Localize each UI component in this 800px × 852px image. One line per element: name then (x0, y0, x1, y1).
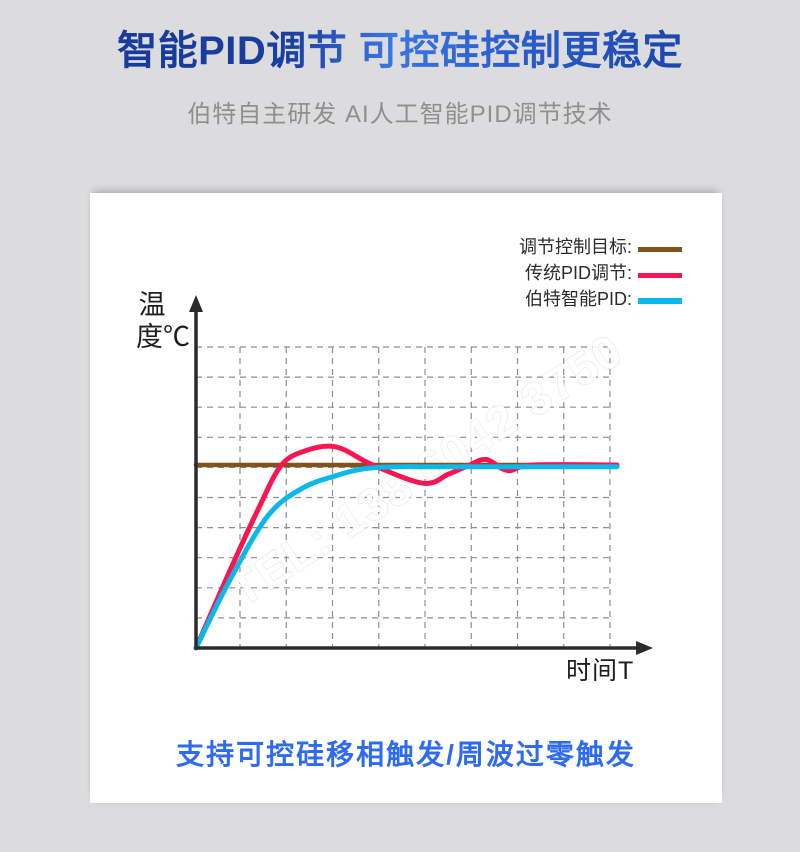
chart-axes (189, 295, 653, 655)
chart-series (193, 443, 620, 651)
page-subtitle: 伯特自主研发 AI人工智能PID调节技术 (187, 101, 613, 128)
page-title: 智能PID调节 可控硅控制更稳定 (0, 26, 800, 76)
legend-label-smart-pid: 伯特智能PID: (524, 289, 632, 309)
x-axis-arrow-icon (636, 641, 653, 655)
page: 智能PID调节 可控硅控制更稳定 伯特自主研发 AI人工智能PID调节技术 TE… (0, 0, 800, 803)
y-axis-label: 温度℃ (136, 290, 190, 352)
legend-color-line-traditional-pid (638, 272, 682, 278)
legend-item-target: 调节控制目标: (519, 233, 682, 259)
header: 智能PID调节 可控硅控制更稳定 伯特自主研发 AI人工智能PID调节技术 (0, 0, 800, 129)
series-smart-pid (193, 464, 620, 651)
legend-item-smart-pid: 伯特智能PID: (519, 285, 682, 311)
series-traditional-pid (193, 443, 620, 651)
watermark-layer: TEL: 138 6042 3750 (219, 322, 633, 616)
x-axis-label: 时间T (566, 657, 635, 685)
footer-caption: 支持可控硅移相触发/周波过零触发 (176, 739, 636, 770)
legend-color-line-smart-pid (638, 298, 682, 304)
chart-legend: 调节控制目标: 传统PID调节: 伯特智能PID: (519, 233, 682, 311)
pid-response-chart: TEL: 138 6042 3750 (189, 295, 653, 655)
watermark-text: TEL: 138 6042 3750 (220, 323, 632, 616)
y-axis-arrow-icon (189, 295, 203, 312)
legend-label-traditional-pid: 传统PID调节: (524, 263, 632, 283)
legend-label-target: 调节控制目标: (518, 237, 632, 257)
chart-card: TEL: 138 6042 3750 温度℃ 时间T 调节控制目标: 传统PID… (90, 193, 722, 803)
legend-color-line-target (638, 246, 682, 252)
legend-item-traditional-pid: 传统PID调节: (519, 259, 682, 285)
